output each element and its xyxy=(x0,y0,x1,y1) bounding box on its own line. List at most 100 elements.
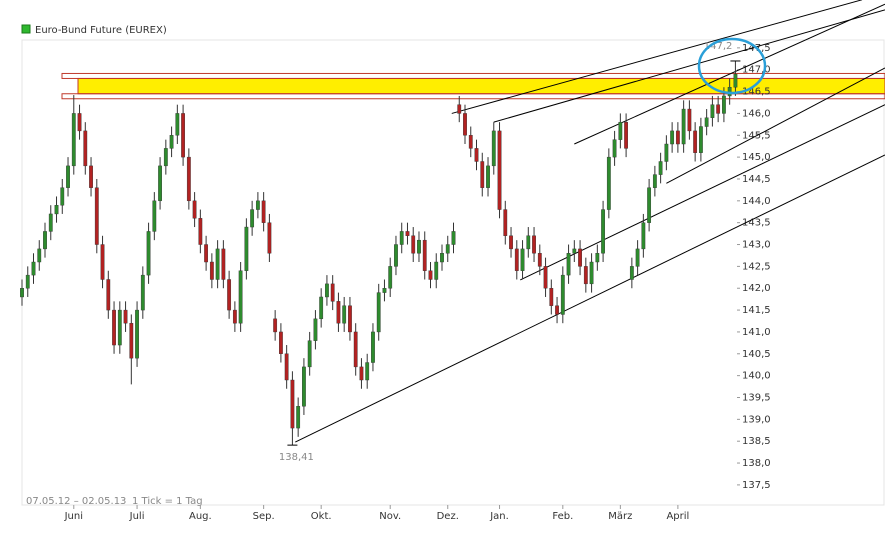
x-tick-label: Aug. xyxy=(189,511,212,522)
candle-body xyxy=(618,121,623,140)
candle-body xyxy=(652,174,657,188)
candle-body xyxy=(135,309,139,359)
candle-body xyxy=(261,200,266,223)
candle-body xyxy=(693,130,698,153)
plot-frame xyxy=(21,39,885,506)
y-tick-label: 143,5 xyxy=(742,218,771,229)
candle-body xyxy=(595,253,600,263)
candle-body xyxy=(566,253,571,276)
candle-body xyxy=(578,248,582,267)
candle-body xyxy=(549,288,554,306)
candle-body xyxy=(290,379,295,429)
x-tick-label: Jan. xyxy=(489,511,509,522)
y-tick-label: 142,5 xyxy=(742,261,771,272)
candle-body xyxy=(186,156,191,202)
candle-body xyxy=(129,322,134,359)
candle-body xyxy=(181,113,185,158)
candle-body xyxy=(146,231,151,276)
candle-body xyxy=(302,366,306,407)
candle-body xyxy=(526,235,531,250)
candle-body xyxy=(733,73,738,88)
candle-body xyxy=(664,143,669,162)
candle-body xyxy=(572,248,577,254)
candle-body xyxy=(681,108,686,145)
candle-body xyxy=(698,126,703,153)
candle-body xyxy=(722,95,726,114)
candle-body xyxy=(434,261,439,280)
candle-body xyxy=(284,353,289,381)
x-tick-label: Feb. xyxy=(552,511,573,522)
highlight-circle xyxy=(697,37,767,95)
candle-body xyxy=(509,235,513,250)
candle-body xyxy=(463,113,467,136)
trendline xyxy=(493,9,885,123)
y-tick-label: 143,0 xyxy=(742,240,771,251)
y-tick-label: 140,0 xyxy=(742,371,771,382)
trendline xyxy=(451,0,863,114)
candle-body xyxy=(635,248,640,267)
x-tick-label: Dez. xyxy=(437,511,459,522)
candle-body xyxy=(629,266,634,280)
candle-body xyxy=(601,209,605,254)
candle-body xyxy=(255,200,260,210)
candle-body xyxy=(267,222,272,254)
candle-body xyxy=(83,130,88,167)
candle-body xyxy=(307,340,312,368)
trendline xyxy=(295,154,885,443)
candle-body xyxy=(221,248,226,280)
candle-body xyxy=(647,187,652,223)
legend-label: Euro-Bund Future (EUREX) xyxy=(35,25,167,36)
candle-body xyxy=(497,130,502,210)
y-tick-label: 144,0 xyxy=(742,196,771,207)
candle-body xyxy=(313,318,318,341)
candle-body xyxy=(365,362,370,381)
candle-body xyxy=(376,292,381,333)
candle-body xyxy=(468,135,473,149)
candle-body xyxy=(612,139,617,158)
trendline xyxy=(666,67,885,184)
candle-body xyxy=(422,239,427,271)
candle-body xyxy=(117,309,122,346)
candle-body xyxy=(140,274,145,311)
candle-body xyxy=(60,187,65,206)
candle-body xyxy=(100,244,105,280)
candle-body xyxy=(227,279,232,311)
candle-body xyxy=(37,248,42,263)
candle-body xyxy=(716,104,721,114)
candle-body xyxy=(330,283,335,302)
candle-body xyxy=(503,209,508,236)
y-tick-label: 141,0 xyxy=(742,327,771,338)
candle-body xyxy=(624,121,629,149)
candle-body xyxy=(589,261,594,285)
y-tick-label: 145,0 xyxy=(742,152,771,163)
candle-body xyxy=(399,231,404,245)
y-tick-label: 141,5 xyxy=(742,305,771,316)
y-tick-label: 147,0 xyxy=(742,65,771,76)
candle-body xyxy=(71,113,76,167)
candle-body xyxy=(480,161,485,188)
candle-body xyxy=(232,309,237,324)
candle-body xyxy=(440,253,444,263)
candle-body xyxy=(451,231,456,245)
candle-body xyxy=(371,331,375,363)
candle-body xyxy=(560,274,565,315)
candle-body xyxy=(388,266,393,289)
candle-body xyxy=(583,266,588,285)
candle-body xyxy=(641,222,646,250)
y-tick-label: 140,5 xyxy=(742,349,771,360)
candle-body xyxy=(273,318,278,333)
candle-body xyxy=(727,86,732,97)
candle-body xyxy=(675,130,680,145)
y-tick-label: 138,0 xyxy=(742,458,771,469)
legend-swatch xyxy=(21,24,31,34)
candle-body xyxy=(94,187,99,245)
candle-body xyxy=(457,104,462,114)
zone-edge xyxy=(61,72,885,79)
candle-body xyxy=(198,218,203,245)
candle-body xyxy=(31,261,36,276)
date-range: 07.05.12 – 02.05.13 xyxy=(26,496,126,507)
annotation-label: 138,41 xyxy=(279,452,314,463)
candle-body xyxy=(54,204,59,215)
candle-body xyxy=(704,117,709,127)
